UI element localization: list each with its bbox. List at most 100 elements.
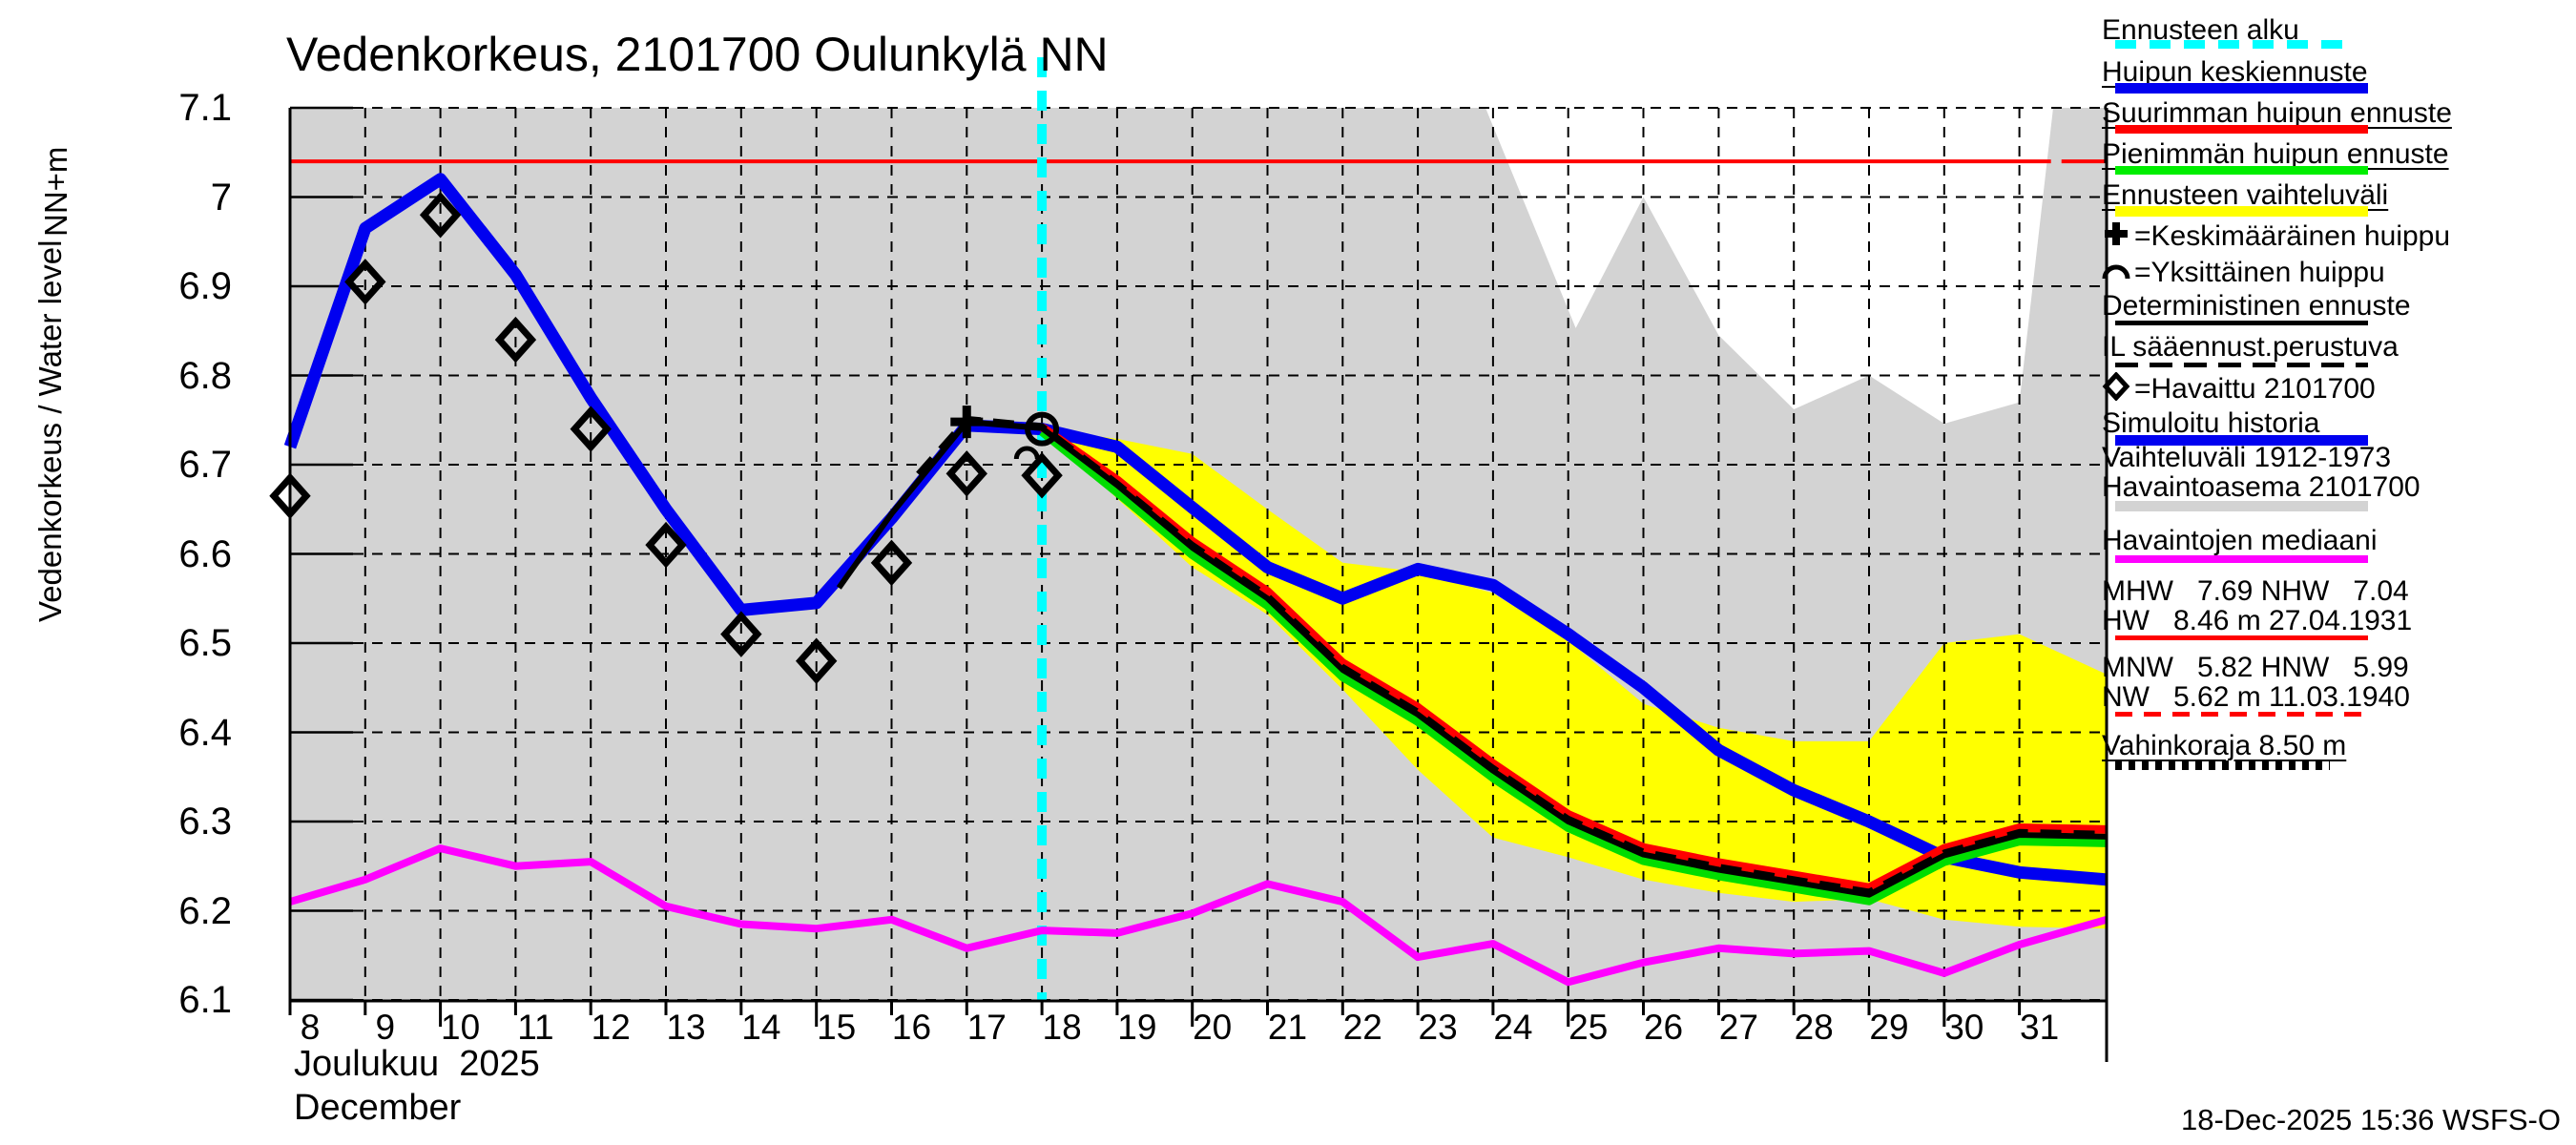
legend-label-damage-limit[interactable]: Vahinkoraja 8.50 m [2102,730,2347,761]
average-peak-plus-marker [950,406,984,439]
legend-label-history-range[interactable]: Vaihteluväli 1912-1973 [2102,442,2392,473]
observed-diamond-marker [344,259,386,305]
legend-item-high-water-stats: MHW 7.69 NHW 7.04 HW 8.46 m 27.04.1931 [2102,575,2576,640]
legend-sample-min-peak-forecast [2115,166,2368,175]
chart-timestamp: 18-Dec-2025 15:36 WSFS-O [2180,1103,2561,1136]
legend-label-max-peak-forecast[interactable]: Suurimman huipun ennuste [2102,97,2452,129]
legend-item-max-peak-forecast: Suurimman huipun ennuste [2102,97,2576,134]
x-tick-label: 15 [817,1008,857,1047]
x-tick-label: 11 [517,1008,554,1047]
legend-label-forecast-range[interactable]: Ennusteen vaihteluväli [2102,179,2389,211]
x-tick-label: 31 [2020,1008,2060,1047]
x-tick-label: 20 [1193,1008,1233,1047]
series-max-peak-forecast [1039,424,2108,892]
legend-label-low-water-stats[interactable]: NW 5.62 m 11.03.1940 [2102,681,2410,713]
x-tick-label: 13 [666,1008,706,1047]
legend-sample-forecast-range [2115,206,2368,217]
legend-label-low-water-stats[interactable]: MNW 5.82 HNW 5.99 [2102,652,2409,683]
legend-item-damage-limit: Vahinkoraja 8.50 m [2102,730,2576,770]
observed-diamond-marker [720,611,762,657]
legend-label-simulated-history[interactable]: Simuloitu historia [2102,407,2320,439]
legend-sample-median-observations [2115,555,2368,563]
observed-diamond-marker [419,191,462,239]
legend-sample-history-range [2115,501,2368,511]
series-simulated-history-and-mean-peak-forecast [283,173,2108,886]
legend-item-mean-peak-forecast: Huipun keskiennuste [2102,56,2576,94]
legend-label-forecast-start[interactable]: Ennusteen alku [2102,14,2299,46]
observed-diamond-marker [1021,451,1063,499]
legend-sample-mean-peak-forecast [2115,83,2368,94]
legend-item-average-peak: =Keskimääräinen huippu [2102,221,2576,251]
legend-label-il-weather-forecast[interactable]: IL sääennust.perustuva [2102,331,2399,363]
legend-item-deterministic-forecast: Deterministinen ennuste [2102,290,2576,325]
x-tick-label: 25 [1568,1008,1609,1047]
y-tick-label: 7 [210,176,232,219]
legend-sample-simulated-history [2115,435,2368,446]
single-peak-ring-marker [1025,411,1060,447]
legend-label-single-peak[interactable]: =Yksittäinen huippu [2134,257,2385,288]
series-median-of-observations [288,844,2109,987]
x-tick-label: 22 [1342,1008,1382,1047]
y-tick-label: 6.9 [178,265,232,307]
legend-label-high-water-stats[interactable]: MHW 7.69 NHW 7.04 [2102,575,2409,607]
observed-diamond-marker [570,406,612,452]
y-tick-label: 6.3 [178,801,232,843]
y-tick-label: 6.7 [178,444,232,486]
legend-item-forecast-range: Ennusteen vaihteluväli [2102,179,2576,217]
x-tick-label: 21 [1267,1008,1308,1047]
x-tick-label: 30 [1944,1008,1984,1047]
legend-label-observed[interactable]: =Havaittu 2101700 [2134,373,2376,405]
y-tick-label: 6.2 [178,889,232,932]
x-tick-label: 29 [1869,1008,1909,1047]
legend-label-average-peak[interactable]: =Keskimääräinen huippu [2134,220,2451,252]
y-tick-label: 6.1 [178,979,232,1021]
y-tick-label: 7.1 [178,87,232,129]
x-tick-label: 9 [375,1008,396,1047]
y-tick-label: 6.4 [178,711,232,754]
observed-diamond-marker [945,450,987,497]
single-peak-arc-marker [1013,446,1040,460]
legend-sample-high-water-stats [2115,635,2368,640]
x-tick-label: 17 [966,1008,1007,1047]
legend-item-low-water-stats: MNW 5.82 HNW 5.99 NW 5.62 m 11.03.1940 [2102,652,2576,717]
x-axis-month-label-en: December [294,1088,462,1128]
x-tick-label: 19 [1117,1008,1157,1047]
x-tick-label: 8 [300,1008,321,1047]
x-tick-label: 26 [1643,1008,1684,1047]
observed-diamond-marker [795,637,838,684]
legend-item-observed: =Havaittu 2101700 [2102,371,2576,405]
legend-item-median-observations: Havaintojen mediaani [2102,525,2576,563]
observed-diamond-marker [494,316,537,364]
x-axis-month-label-fi: Joulukuu 2025 [294,1044,540,1084]
observed-diamond-icon [2102,371,2130,402]
legend-label-median-observations[interactable]: Havaintojen mediaani [2102,525,2378,556]
legend-label-mean-peak-forecast[interactable]: Huipun keskiennuste [2102,56,2368,88]
x-tick-label: 23 [1418,1008,1458,1047]
legend-label-history-range[interactable]: Havaintoasema 2101700 [2102,471,2420,503]
x-tick-label: 18 [1042,1008,1082,1047]
legend-label-deterministic-forecast[interactable]: Deterministinen ennuste [2102,290,2411,322]
legend-panel: Ennusteen alku Huipun keskiennuste Suurimm… [2102,0,2576,1145]
legend-item-il-weather-forecast: IL sääennust.perustuva [2102,331,2576,367]
x-tick-label: 10 [441,1008,481,1047]
legend-item-single-peak: =Yksittäinen huippu [2102,258,2576,287]
legend-item-simulated-history: Simuloitu historia [2102,407,2576,446]
x-tick-label: 12 [591,1008,631,1047]
x-tick-label: 14 [741,1008,781,1047]
observed-diamond-marker [870,539,913,587]
y-tick-label: 6.5 [178,622,232,664]
legend-item-forecast-start: Ennusteen alku [2102,14,2576,49]
y-tick-label: 6.8 [178,354,232,397]
legend-label-high-water-stats[interactable]: HW 8.46 m 27.04.1931 [2102,605,2413,636]
legend-item-history-range: Vaihteluväli 1912-1973 Havaintoasema 2101… [2102,442,2576,511]
y-axis-unit-label: NN+m [38,146,73,237]
legend-sample-deterministic-forecast [2115,321,2368,325]
x-tick-label: 16 [891,1008,932,1047]
legend-sample-low-water-stats [2115,712,2368,717]
legend-label-min-peak-forecast[interactable]: Pienimmän huipun ennuste [2102,138,2449,170]
legend-sample-max-peak-forecast [2115,125,2368,134]
single-peak-arc-icon [2102,264,2130,280]
y-axis-title: Vedenkorkeus / Water level [32,239,68,622]
legend-sample-il-weather-forecast [2115,363,2368,367]
